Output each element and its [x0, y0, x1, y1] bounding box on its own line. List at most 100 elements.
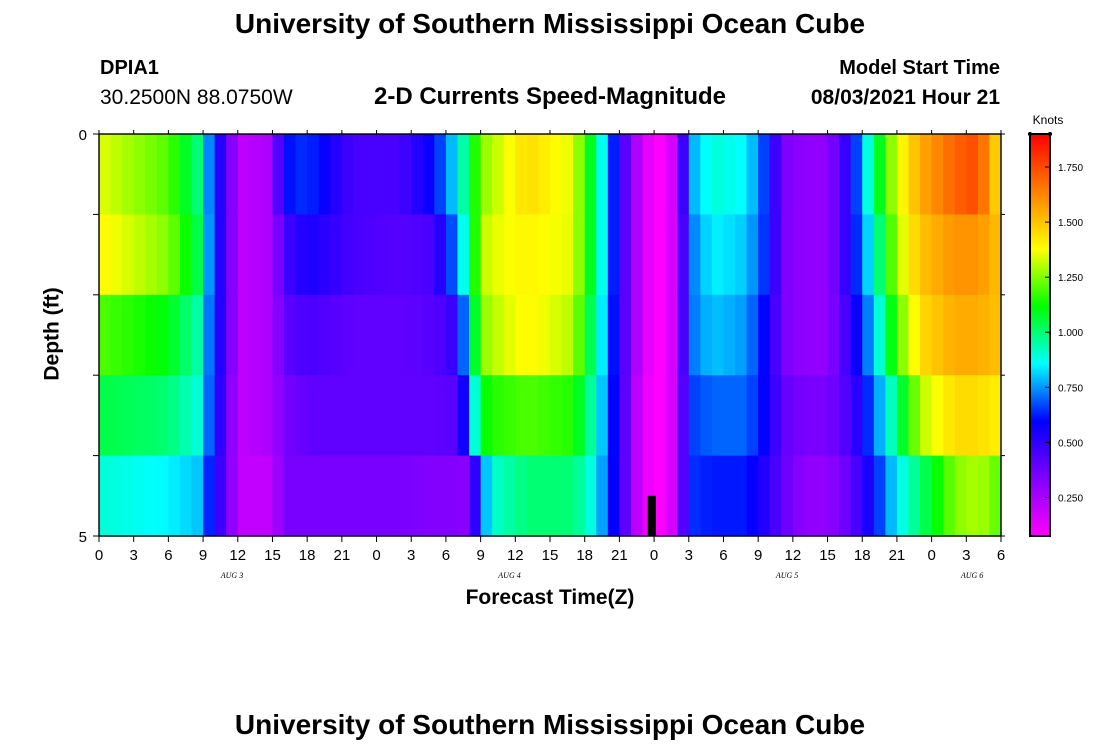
heatmap-cell: [341, 134, 355, 215]
heatmap-cell: [920, 455, 933, 537]
heatmap-cell: [526, 455, 540, 537]
x-tick-label: 18: [299, 547, 316, 564]
heatmap-cell: [896, 214, 910, 296]
heatmap-cell: [272, 455, 285, 537]
heatmap-cell: [827, 294, 840, 376]
heatmap-cell: [422, 455, 435, 537]
heatmap-cell: [168, 375, 181, 457]
station-coordinates: 30.2500N 88.0750W: [100, 86, 293, 109]
heatmap-cell: [758, 294, 771, 376]
day-label: AUG 4: [497, 571, 520, 580]
heatmap-cell: [561, 455, 574, 537]
heatmap-cell: [677, 294, 690, 376]
heatmap-cell: [573, 134, 586, 215]
heatmap-cell: [226, 455, 239, 537]
heatmap-cell: [145, 375, 158, 457]
heatmap-cell: [908, 134, 921, 215]
x-tick-label: 9: [199, 547, 207, 564]
heatmap-cell: [943, 375, 956, 457]
heatmap-cell: [896, 294, 910, 376]
x-tick-label: 12: [507, 547, 524, 564]
heatmap-cell: [607, 214, 620, 296]
colorbar-corner-dot: [1028, 132, 1032, 136]
heatmap-cell: [203, 214, 216, 296]
heatmap-cell: [561, 375, 574, 457]
heatmap-cell: [607, 375, 620, 457]
heatmap-cell: [596, 294, 609, 376]
chart-title-bottom: University of Southern Mississippi Ocean…: [234, 709, 866, 740]
heatmap-cell: [469, 455, 482, 537]
heatmap-cell: [422, 214, 435, 296]
x-tick-label: 3: [407, 547, 415, 564]
heatmap-cell: [642, 375, 655, 457]
heatmap-cell: [503, 455, 516, 537]
heatmap-cell: [654, 134, 667, 215]
heatmap-cell: [908, 214, 921, 296]
heatmap-cell: [781, 214, 794, 296]
heatmap-cell: [353, 214, 366, 296]
colorbar: [1029, 133, 1051, 537]
heatmap-cell: [526, 294, 540, 376]
heatmap-cell: [862, 455, 875, 537]
heatmap-cell: [966, 455, 979, 537]
heatmap-cell: [792, 214, 806, 296]
heatmap-cell: [145, 134, 158, 215]
heatmap-cell: [839, 294, 852, 376]
heatmap-cell: [376, 375, 389, 457]
heatmap-cell: [781, 455, 794, 537]
heatmap-cell: [850, 294, 863, 376]
heatmap-cell: [896, 134, 910, 215]
heatmap-cell: [411, 455, 424, 537]
heatmap-cell: [515, 214, 528, 296]
heatmap-cell: [445, 214, 459, 296]
heatmap-cell: [422, 134, 435, 215]
model-start-time: 08/03/2021 Hour 21: [810, 86, 1000, 109]
heatmap-cell: [214, 375, 227, 457]
heatmap-cell: [203, 134, 216, 215]
heatmap-cell: [607, 294, 620, 376]
heatmap-cell: [295, 294, 308, 376]
x-tick-label: 6: [164, 547, 172, 564]
x-tick-label: 6: [719, 547, 727, 564]
heatmap-cell: [388, 134, 401, 215]
x-tick-label: 15: [542, 547, 559, 564]
heatmap-cell: [411, 214, 424, 296]
heatmap-cell: [804, 134, 817, 215]
heatmap-cell: [260, 375, 274, 457]
heatmap-cell: [654, 455, 667, 537]
heatmap-cell: [885, 375, 898, 457]
x-tick-label: 15: [264, 547, 281, 564]
heatmap-cell: [191, 294, 204, 376]
heatmap-cell: [388, 375, 401, 457]
heatmap-cell: [977, 294, 991, 376]
heatmap-cell: [191, 455, 204, 537]
heatmap-cell: [480, 294, 493, 376]
heatmap-cell: [434, 375, 447, 457]
heatmap-cell: [769, 294, 782, 376]
heatmap-cell: [977, 375, 991, 457]
heatmap-cell: [237, 455, 250, 537]
heatmap-cell: [434, 294, 447, 376]
heatmap-cell: [630, 294, 644, 376]
heatmap-cell: [399, 375, 412, 457]
heatmap-cell: [711, 375, 725, 457]
heatmap-cell: [954, 375, 967, 457]
heatmap-cell: [954, 214, 967, 296]
heatmap-cell: [457, 375, 470, 457]
heatmap-cell: [735, 294, 748, 376]
heatmap-cell: [260, 134, 274, 215]
heatmap-cell: [804, 455, 817, 537]
heatmap-cell: [827, 214, 840, 296]
heatmap-cell: [792, 375, 806, 457]
heatmap-cell: [596, 134, 609, 215]
heatmap-cell: [723, 134, 736, 215]
heatmap-cell: [920, 214, 933, 296]
heatmap-cell: [642, 214, 655, 296]
heatmap-cell: [896, 455, 910, 537]
heatmap-cell: [550, 134, 563, 215]
heatmap-cell: [885, 134, 898, 215]
heatmap-cell: [191, 214, 204, 296]
heatmap-cell: [850, 375, 863, 457]
heatmap-cell: [538, 294, 551, 376]
heatmap-cell: [619, 294, 632, 376]
